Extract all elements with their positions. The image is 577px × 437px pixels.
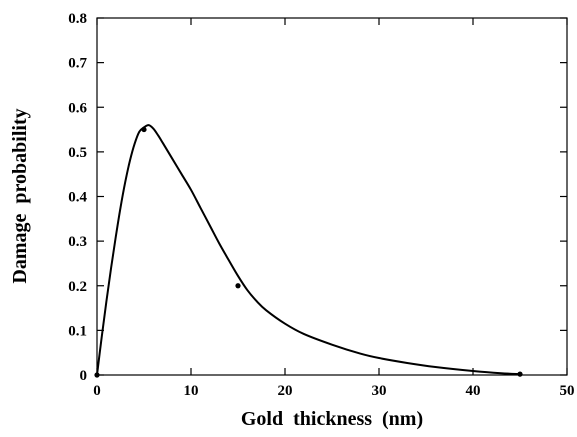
y-tick-label: 0.8 xyxy=(68,11,87,27)
y-tick-label: 0.2 xyxy=(68,279,87,295)
data-point xyxy=(141,126,147,133)
y-tick-label: 0.3 xyxy=(68,234,87,250)
x-tick-label: 0 xyxy=(93,383,101,399)
data-point xyxy=(235,283,241,289)
y-tick-label: 0.7 xyxy=(68,56,87,72)
data-points xyxy=(94,126,523,378)
data-point xyxy=(94,372,100,378)
x-axis-title: Gold thickness (nm) xyxy=(241,408,423,430)
y-tick-label: 0.5 xyxy=(68,145,87,161)
x-tick-label: 40 xyxy=(466,383,481,399)
y-tick-label: 0.4 xyxy=(68,190,87,206)
y-tick-label: 0.1 xyxy=(68,323,87,339)
x-tick-label: 30 xyxy=(372,383,387,399)
y-axis-title: Damage probability xyxy=(9,108,31,283)
y-tick-label: 0.6 xyxy=(68,100,87,116)
x-tick-label: 20 xyxy=(278,383,293,399)
y-tick-label: 0 xyxy=(80,368,88,384)
x-tick-label: 50 xyxy=(560,383,575,399)
damage-probability-curve xyxy=(96,124,521,376)
axis-tick-labels: 0 10 20 30 40 50 0 0.1 0.2 0.3 0.4 0.5 0.6 0.7 0.8 xyxy=(68,11,574,399)
data-point xyxy=(517,371,523,377)
x-tick-label: 10 xyxy=(184,383,199,399)
